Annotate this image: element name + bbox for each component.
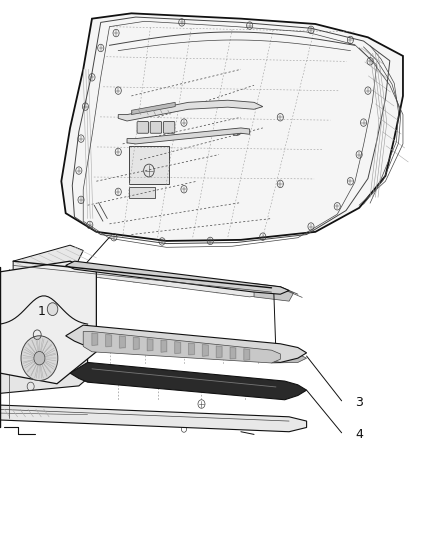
Polygon shape [200, 281, 206, 290]
Circle shape [34, 351, 45, 365]
Polygon shape [66, 325, 307, 362]
Polygon shape [244, 349, 250, 360]
FancyBboxPatch shape [137, 122, 148, 133]
Polygon shape [216, 284, 223, 293]
Polygon shape [70, 362, 307, 400]
Text: 2: 2 [272, 348, 280, 361]
Polygon shape [120, 336, 125, 348]
Polygon shape [233, 286, 240, 295]
Text: 1: 1 [38, 305, 46, 318]
Polygon shape [118, 100, 263, 121]
Polygon shape [74, 266, 267, 297]
Polygon shape [131, 102, 175, 115]
FancyBboxPatch shape [129, 146, 169, 184]
Polygon shape [127, 128, 250, 144]
Polygon shape [161, 340, 167, 352]
Polygon shape [272, 350, 307, 363]
Polygon shape [106, 335, 112, 347]
Polygon shape [100, 269, 106, 278]
Polygon shape [0, 405, 307, 432]
Polygon shape [61, 13, 403, 241]
FancyBboxPatch shape [150, 122, 162, 133]
Polygon shape [92, 333, 98, 345]
Polygon shape [134, 337, 139, 350]
Polygon shape [183, 279, 190, 288]
Polygon shape [66, 261, 289, 294]
Polygon shape [0, 261, 96, 384]
Text: 3: 3 [355, 396, 363, 409]
Polygon shape [0, 320, 88, 393]
Circle shape [47, 303, 58, 316]
Circle shape [21, 336, 58, 381]
Polygon shape [254, 284, 293, 301]
Polygon shape [216, 346, 222, 358]
Polygon shape [133, 273, 140, 282]
Polygon shape [202, 345, 208, 356]
Polygon shape [175, 342, 180, 353]
Polygon shape [166, 277, 173, 286]
Polygon shape [83, 332, 280, 363]
Polygon shape [189, 343, 194, 355]
FancyBboxPatch shape [163, 122, 175, 133]
Polygon shape [13, 245, 83, 277]
Polygon shape [147, 339, 153, 351]
Ellipse shape [232, 129, 241, 135]
FancyBboxPatch shape [129, 187, 155, 198]
Polygon shape [230, 348, 236, 359]
Text: 4: 4 [355, 428, 363, 441]
Polygon shape [83, 266, 90, 276]
Polygon shape [150, 275, 156, 284]
Polygon shape [117, 271, 123, 280]
